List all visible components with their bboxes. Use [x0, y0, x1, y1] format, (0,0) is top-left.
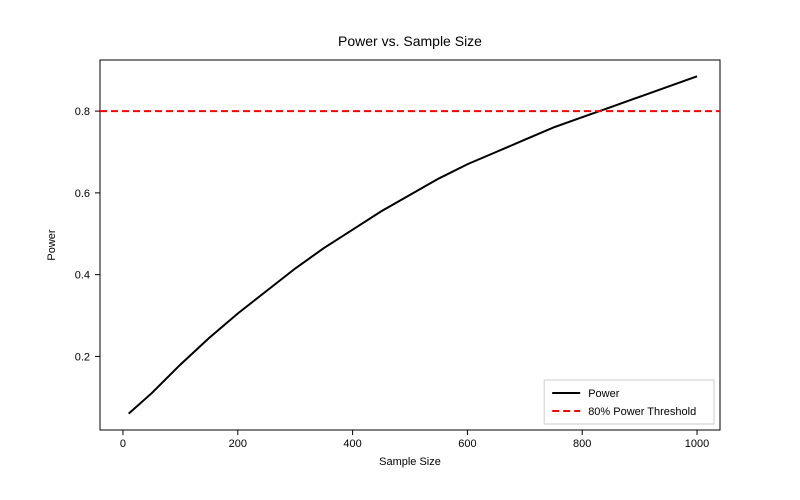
x-tick-label: 600: [458, 438, 476, 450]
y-tick-label: 0.6: [75, 188, 90, 200]
x-tick-label: 200: [229, 438, 247, 450]
series-line: [129, 76, 697, 413]
x-tick-label: 1000: [685, 438, 709, 450]
y-tick-label: 0.2: [75, 351, 90, 363]
y-axis-label: Power: [46, 229, 58, 261]
power-chart: Power vs. Sample Size 02004006008001000 …: [0, 0, 800, 500]
y-tick-label: 0.4: [75, 270, 90, 282]
series-group: [100, 76, 720, 413]
x-tick-label: 400: [343, 438, 361, 450]
legend-label: 80% Power Threshold: [588, 406, 696, 418]
x-tick-label: 800: [573, 438, 591, 450]
legend-label: Power: [588, 388, 620, 400]
y-axis-ticks: 0.2 0.4 0.6 0.8: [75, 106, 100, 363]
y-tick-label: 0.8: [75, 106, 90, 118]
x-axis-label: Sample Size: [379, 456, 441, 468]
plot-border: [100, 60, 720, 430]
chart-title: Power vs. Sample Size: [338, 33, 482, 49]
legend: Power 80% Power Threshold: [544, 380, 714, 424]
x-axis-ticks: 0 200 400 600 800 1000: [120, 430, 709, 450]
x-tick-label: 0: [120, 438, 126, 450]
